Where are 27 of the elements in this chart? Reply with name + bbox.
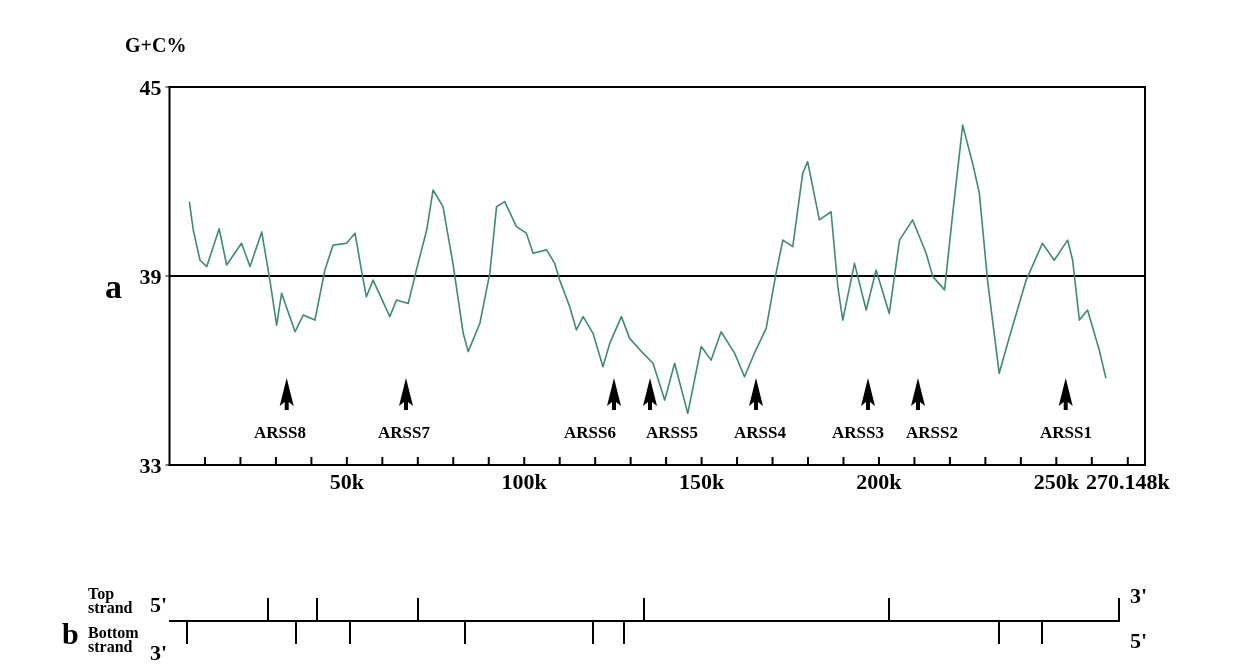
annotation: ARSS7 bbox=[378, 423, 431, 442]
text: b bbox=[62, 617, 79, 650]
x-tick-label: 270.148k bbox=[1085, 469, 1171, 494]
annotation: ARSS2 bbox=[906, 423, 958, 442]
annotation: ARSS3 bbox=[832, 423, 884, 442]
x-tick-label: 150k bbox=[678, 469, 725, 494]
y-tick-label: 45 bbox=[139, 74, 162, 100]
line-series bbox=[188, 124, 1107, 415]
annotation: ARSS5 bbox=[646, 423, 698, 442]
text: 3' bbox=[1130, 583, 1148, 608]
text: 5' bbox=[1130, 628, 1148, 653]
annotation: ARSS8 bbox=[254, 423, 306, 442]
text: 5' bbox=[150, 592, 168, 617]
text: 3' bbox=[150, 640, 168, 665]
x-tick-label: 250k bbox=[1033, 469, 1080, 494]
annotation: ARSS4 bbox=[734, 423, 787, 442]
text: Bottom strand bbox=[88, 623, 140, 656]
text: Top strand bbox=[88, 584, 133, 617]
y-axis-title: G+C% bbox=[125, 34, 187, 56]
y-tick-label: 39 bbox=[139, 263, 162, 289]
annotation: ARSS6 bbox=[564, 423, 616, 442]
x-tick-label: 100k bbox=[501, 469, 548, 494]
x-tick-label: 50k bbox=[329, 469, 365, 494]
x-tick-label: 200k bbox=[856, 469, 903, 494]
annotation: ARSS1 bbox=[1040, 423, 1092, 442]
text: a bbox=[105, 268, 122, 305]
y-tick-label: 33 bbox=[139, 452, 162, 478]
